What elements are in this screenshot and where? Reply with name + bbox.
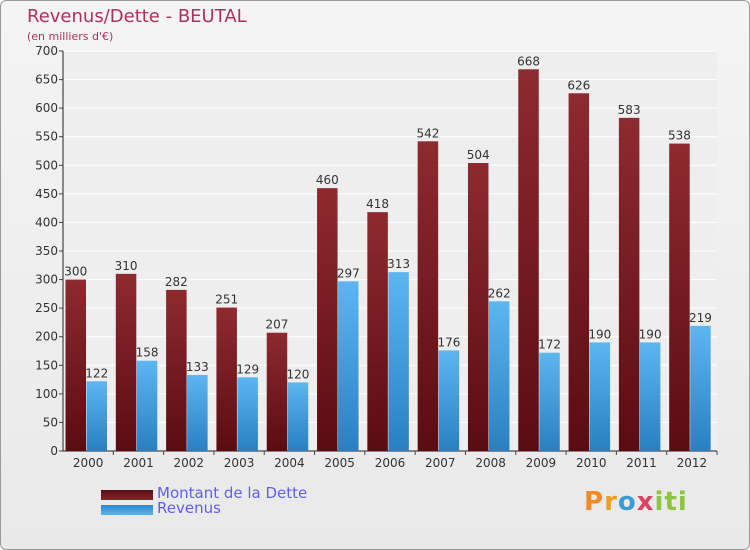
x-tick-label: 2004 <box>274 456 305 470</box>
y-tick-label: 100 <box>35 387 58 401</box>
legend-swatch-debt <box>101 490 153 500</box>
bar-debt <box>669 143 690 452</box>
data-label-revenue: 313 <box>387 257 410 271</box>
bar-revenue <box>438 350 460 451</box>
y-tick-label: 450 <box>35 187 58 201</box>
data-label-revenue: 120 <box>287 367 310 381</box>
data-label-revenue: 190 <box>588 327 611 341</box>
bar-revenue <box>187 375 208 451</box>
bar-debt <box>65 279 86 451</box>
bar-revenue <box>639 342 661 451</box>
logo-letter: x <box>636 487 655 517</box>
bar-debt <box>115 273 137 451</box>
logo-letter: o <box>617 487 637 517</box>
data-label-debt: 310 <box>115 259 138 273</box>
bar-debt <box>568 93 590 452</box>
bar-debt <box>166 289 187 451</box>
legend-label-debt: Montant de la Dette <box>157 484 308 502</box>
bar-debt <box>317 188 338 451</box>
data-label-debt: 504 <box>467 148 490 162</box>
data-label-debt: 626 <box>567 78 590 92</box>
x-tick-label: 2009 <box>526 456 557 470</box>
x-tick-label: 2000 <box>73 456 104 470</box>
y-tick-label: 50 <box>43 415 58 429</box>
bar-debt <box>618 117 640 451</box>
logo-letter: t <box>664 487 678 517</box>
data-label-debt: 668 <box>517 54 540 68</box>
data-label-revenue: 158 <box>136 346 159 360</box>
bar-revenue <box>86 381 107 451</box>
bar-revenue <box>237 377 258 451</box>
bar-debt <box>367 212 388 451</box>
data-label-debt: 538 <box>668 129 691 143</box>
bar-revenue <box>136 360 158 451</box>
bar-debt <box>518 69 539 452</box>
x-tick-label: 2001 <box>123 456 154 470</box>
y-tick-label: 0 <box>50 444 58 458</box>
y-tick-label: 500 <box>35 158 58 172</box>
bar-debt <box>266 332 288 451</box>
y-tick-label: 600 <box>35 101 58 115</box>
x-tick-label: 2005 <box>324 456 355 470</box>
data-label-revenue: 190 <box>639 327 662 341</box>
logo-letter: P <box>584 487 605 517</box>
data-label-revenue: 297 <box>337 266 360 280</box>
data-label-debt: 207 <box>266 318 289 332</box>
proxiti-logo: Proxiti <box>584 487 688 517</box>
bar-revenue <box>589 342 611 451</box>
data-label-revenue: 129 <box>236 362 259 376</box>
y-tick-label: 650 <box>35 73 58 87</box>
x-tick-label: 2008 <box>475 456 506 470</box>
x-tick-label: 2003 <box>224 456 255 470</box>
logo-letter: r <box>604 487 618 517</box>
y-tick-label: 700 <box>35 44 58 58</box>
x-tick-label: 2010 <box>576 456 607 470</box>
y-tick-label: 250 <box>35 301 58 315</box>
data-label-debt: 418 <box>366 197 389 211</box>
y-tick-label: 400 <box>35 215 58 229</box>
data-labels: 300 310 282 251 207 460 418 542 504 668 626 583 538 1… <box>64 54 712 381</box>
y-tick-label: 300 <box>35 273 58 287</box>
data-label-debt: 460 <box>316 173 339 187</box>
x-tick-label: 2012 <box>677 456 708 470</box>
x-tick-label: 2002 <box>173 456 204 470</box>
y-tick-label: 350 <box>35 244 58 258</box>
data-label-revenue: 133 <box>186 360 209 374</box>
bar-revenue <box>388 272 409 451</box>
chart-subtitle: (en milliers d'€) <box>27 30 114 43</box>
chart-title: Revenus/Dette - BEUTAL <box>27 6 247 27</box>
x-tick-label: 2006 <box>375 456 406 470</box>
data-label-debt: 282 <box>165 275 188 289</box>
y-tick-label: 550 <box>35 130 58 144</box>
bar-revenue <box>690 325 711 451</box>
bar-debt <box>417 141 439 452</box>
data-label-debt: 542 <box>416 126 439 140</box>
data-label-revenue: 122 <box>85 366 108 380</box>
y-tick-label: 200 <box>35 330 58 344</box>
legend-swatch-revenue <box>101 505 153 515</box>
data-label-revenue: 172 <box>538 338 561 352</box>
x-tick-label: 2007 <box>425 456 456 470</box>
legend-label-revenue: Revenus <box>157 499 221 517</box>
bar-revenue <box>488 301 510 451</box>
bar-debt <box>467 163 489 451</box>
data-label-revenue: 176 <box>437 335 460 349</box>
data-label-revenue: 219 <box>689 311 712 325</box>
data-label-debt: 251 <box>215 293 238 307</box>
bar-revenue <box>338 281 359 451</box>
bar-revenue <box>287 382 309 451</box>
data-label-debt: 300 <box>64 265 87 279</box>
bar-revenue <box>539 352 560 451</box>
data-label-revenue: 262 <box>488 286 511 300</box>
y-tick-label: 150 <box>35 358 58 372</box>
logo-letter: i <box>677 487 688 517</box>
logo-letter: i <box>654 487 665 517</box>
bar-debt <box>216 307 237 451</box>
x-tick-label: 2011 <box>626 456 657 470</box>
bars <box>65 69 711 452</box>
data-label-debt: 583 <box>618 103 641 117</box>
